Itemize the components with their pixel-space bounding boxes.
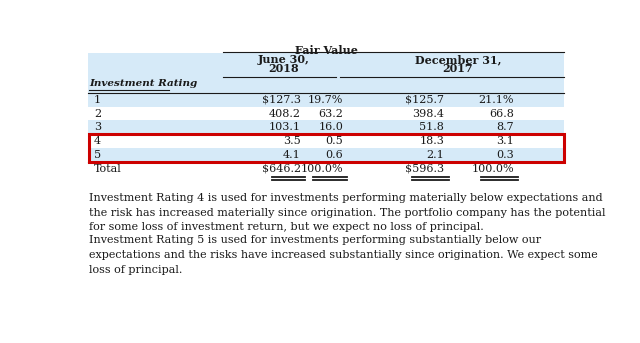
Text: 3: 3 (94, 122, 101, 132)
Bar (88, 148, 564, 162)
Text: Investment Rating: Investment Rating (90, 79, 198, 88)
Text: 2017: 2017 (442, 63, 473, 74)
Bar (88, 120, 564, 134)
Text: $125.7: $125.7 (405, 95, 444, 105)
Text: 408.2: 408.2 (269, 108, 301, 119)
Text: June 30,: June 30, (257, 54, 309, 65)
Text: 0.3: 0.3 (496, 150, 514, 160)
Text: 3.1: 3.1 (496, 136, 514, 146)
Text: 0.6: 0.6 (326, 150, 344, 160)
Text: Investment Rating 5 is used for investments performing substantially below our
e: Investment Rating 5 is used for investme… (90, 235, 598, 275)
Text: 8.7: 8.7 (497, 122, 514, 132)
Text: $596.3: $596.3 (405, 164, 444, 174)
Text: $646.2: $646.2 (262, 164, 301, 174)
Bar (88, 93, 564, 107)
Text: 4.1: 4.1 (283, 150, 301, 160)
Text: 100.0%: 100.0% (472, 164, 514, 174)
Bar (88, 53, 564, 78)
Text: 0.5: 0.5 (326, 136, 344, 146)
Text: 19.7%: 19.7% (308, 95, 344, 105)
Text: 100.0%: 100.0% (301, 164, 344, 174)
Text: Investment Rating 4 is used for investments performing materially below expectat: Investment Rating 4 is used for investme… (90, 193, 606, 233)
Text: 1: 1 (94, 95, 101, 105)
Text: 21.1%: 21.1% (479, 95, 514, 105)
Text: 18.3: 18.3 (419, 136, 444, 146)
Text: 16.0: 16.0 (319, 122, 344, 132)
Text: 2018: 2018 (268, 63, 299, 74)
Bar (88, 134, 564, 162)
Bar (88, 78, 564, 93)
Text: 2: 2 (94, 108, 101, 119)
Text: 5: 5 (94, 150, 101, 160)
Text: 3.5: 3.5 (283, 136, 301, 146)
Text: December 31,: December 31, (415, 54, 501, 65)
Text: $127.3: $127.3 (262, 95, 301, 105)
Text: 63.2: 63.2 (319, 108, 344, 119)
Text: 398.4: 398.4 (412, 108, 444, 119)
Text: 4: 4 (94, 136, 101, 146)
Text: Total: Total (94, 164, 122, 174)
Bar (88, 134, 564, 148)
Text: 66.8: 66.8 (489, 108, 514, 119)
Bar (88, 107, 564, 120)
Text: 51.8: 51.8 (419, 122, 444, 132)
Text: 2.1: 2.1 (426, 150, 444, 160)
Text: Fair Value: Fair Value (294, 45, 358, 56)
Text: 103.1: 103.1 (269, 122, 301, 132)
